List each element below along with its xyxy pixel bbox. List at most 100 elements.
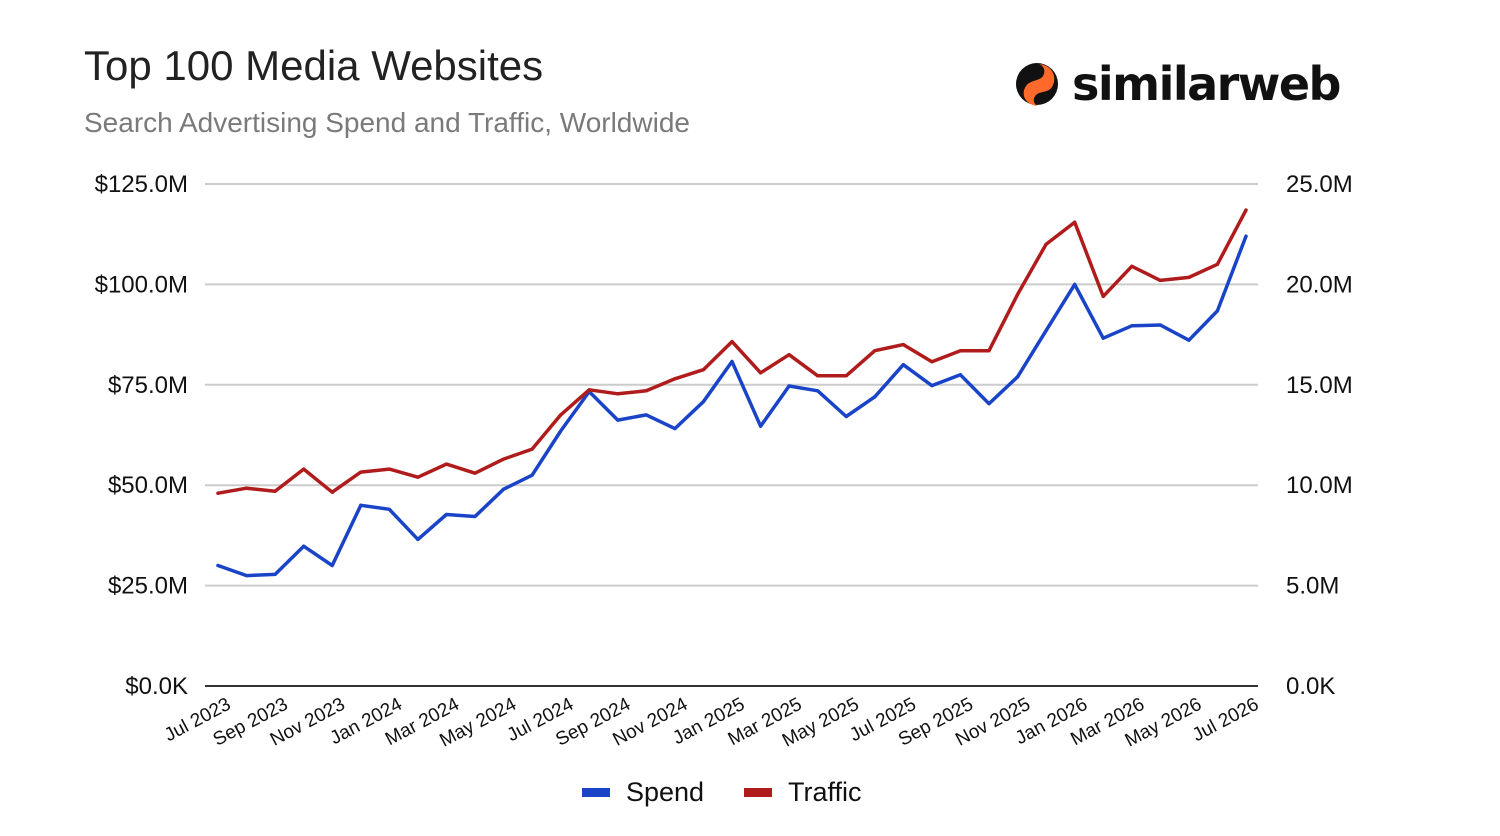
data-point-spend xyxy=(501,487,506,491)
data-point-spend xyxy=(1244,234,1248,238)
data-point-spend xyxy=(873,395,877,399)
chart-subtitle: Search Advertising Spend and Traffic, Wo… xyxy=(84,107,690,138)
data-point-spend xyxy=(244,573,249,578)
chart-title: Top 100 Media Websites xyxy=(84,42,544,89)
data-point-traffic xyxy=(958,349,963,353)
data-point-traffic xyxy=(416,475,420,479)
data-point-traffic xyxy=(1244,208,1248,212)
data-point-traffic xyxy=(1073,220,1077,224)
data-point-spend xyxy=(758,424,763,428)
data-point-traffic xyxy=(844,374,848,378)
data-point-traffic xyxy=(816,374,820,378)
right-tick-label: 25.0M xyxy=(1286,171,1353,198)
data-point-traffic xyxy=(901,343,905,347)
data-point-spend xyxy=(730,359,734,364)
data-point-traffic xyxy=(302,467,306,471)
data-point-spend xyxy=(1044,328,1048,333)
data-point-traffic xyxy=(1015,292,1020,297)
data-point-spend xyxy=(330,563,334,568)
data-point-traffic xyxy=(473,471,477,475)
right-tick-label: 15.0M xyxy=(1286,372,1353,399)
data-point-spend xyxy=(616,418,620,422)
similarweb-logo-icon xyxy=(1016,63,1058,106)
left-tick-label: $100.0M xyxy=(95,271,188,298)
data-point-traffic xyxy=(701,368,706,372)
legend-label-traffic: Traffic xyxy=(788,777,862,807)
data-point-spend xyxy=(1215,309,1220,313)
data-point-traffic xyxy=(216,491,220,495)
data-point-traffic xyxy=(616,392,620,396)
legend-label-spend: Spend xyxy=(626,777,704,807)
left-tick-label: $25.0M xyxy=(108,573,188,600)
left-tick-label: $75.0M xyxy=(108,372,188,399)
x-tick-label: Jul 2026 xyxy=(1189,694,1262,746)
data-point-traffic xyxy=(787,353,791,357)
data-point-traffic xyxy=(730,340,734,344)
brand-logo: similarweb xyxy=(1012,56,1341,112)
right-tick-label: 0.0K xyxy=(1286,673,1335,700)
data-point-traffic xyxy=(1130,264,1134,268)
data-point-spend xyxy=(1073,282,1077,286)
data-point-spend xyxy=(273,572,277,576)
series-lines xyxy=(216,208,1248,578)
right-tick-label: 10.0M xyxy=(1286,472,1353,499)
data-point-traffic xyxy=(559,413,563,417)
data-point-spend xyxy=(844,414,848,419)
data-point-spend xyxy=(930,384,934,388)
data-point-spend xyxy=(473,514,477,519)
data-point-spend xyxy=(787,384,791,388)
data-point-traffic xyxy=(444,462,449,466)
data-point-traffic xyxy=(1044,242,1048,246)
legend-swatch-spend xyxy=(582,788,610,797)
brand-name: similarweb xyxy=(1072,57,1341,111)
data-point-traffic xyxy=(930,360,934,364)
data-point-traffic xyxy=(530,447,534,451)
data-point-spend xyxy=(1187,338,1191,342)
data-point-spend xyxy=(359,503,363,507)
data-point-traffic xyxy=(644,389,648,393)
data-point-traffic xyxy=(758,371,763,375)
data-point-traffic xyxy=(387,467,391,471)
data-point-spend xyxy=(559,429,563,433)
data-point-traffic xyxy=(273,489,277,493)
data-point-spend xyxy=(958,373,963,377)
data-point-traffic xyxy=(1101,294,1105,299)
data-point-spend xyxy=(1101,336,1105,340)
data-point-spend xyxy=(416,537,420,542)
data-point-spend xyxy=(901,363,905,367)
data-point-traffic xyxy=(1158,278,1162,282)
data-point-spend xyxy=(701,400,706,404)
series-line-traffic xyxy=(216,208,1248,495)
data-point-traffic xyxy=(1187,275,1191,279)
right-tick-label: 20.0M xyxy=(1286,271,1353,298)
gridlines xyxy=(205,183,1258,687)
data-point-spend xyxy=(1158,323,1162,327)
data-point-traffic xyxy=(587,388,591,392)
data-point-traffic xyxy=(1215,262,1220,266)
left-axis: $0.0K $25.0M $50.0M $75.0M $100.0M $125.0M xyxy=(95,171,188,700)
data-point-traffic xyxy=(330,490,334,494)
data-point-spend xyxy=(644,413,648,417)
data-point-spend xyxy=(387,507,391,511)
data-point-spend xyxy=(1130,324,1134,328)
legend: Spend Traffic xyxy=(582,777,862,807)
data-point-traffic xyxy=(501,457,506,461)
data-point-traffic xyxy=(359,470,363,474)
data-point-spend xyxy=(444,512,449,517)
data-point-spend xyxy=(530,473,534,477)
left-tick-label: $125.0M xyxy=(95,171,188,198)
data-point-traffic xyxy=(873,349,877,353)
right-axis: 0.0K 5.0M 10.0M 15.0M 20.0M 25.0M xyxy=(1286,171,1353,700)
data-point-spend xyxy=(216,563,220,568)
data-point-traffic xyxy=(673,377,677,381)
left-tick-label: $50.0M xyxy=(108,472,188,499)
right-tick-label: 5.0M xyxy=(1286,573,1339,600)
left-tick-label: $0.0K xyxy=(125,673,188,700)
data-point-traffic xyxy=(987,349,991,353)
legend-swatch-traffic xyxy=(744,788,772,797)
data-point-traffic xyxy=(244,486,249,490)
data-point-spend xyxy=(816,389,820,393)
series-line-spend xyxy=(216,234,1248,578)
data-point-spend xyxy=(673,426,677,431)
